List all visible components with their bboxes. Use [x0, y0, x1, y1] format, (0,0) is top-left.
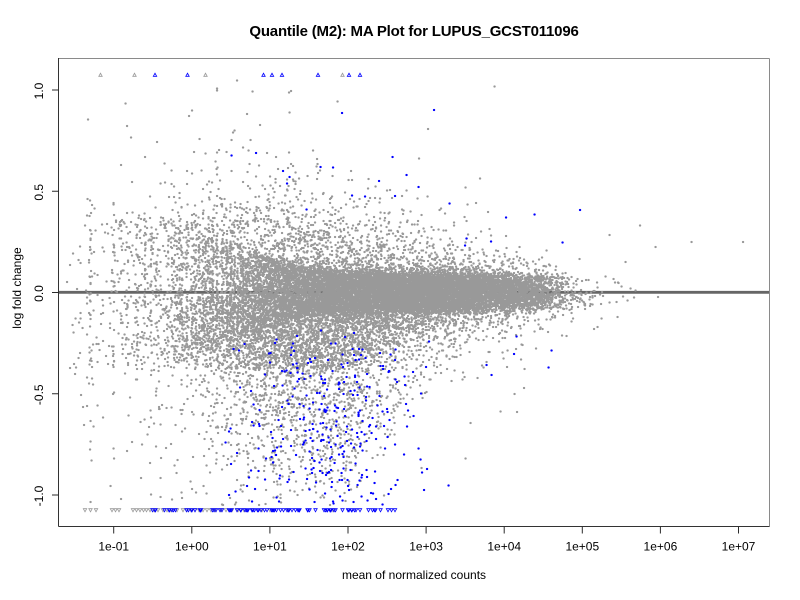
svg-text:1e+05: 1e+05 [565, 540, 599, 554]
svg-text:-0.5: -0.5 [32, 384, 46, 405]
svg-text:mean of normalized counts: mean of normalized counts [342, 568, 486, 582]
svg-text:-1.0: -1.0 [32, 485, 46, 506]
svg-text:1e+06: 1e+06 [644, 540, 678, 554]
svg-text:Quantile (M2): MA Plot for LUP: Quantile (M2): MA Plot for LUPUS_GCST011… [249, 23, 578, 40]
svg-text:1.0: 1.0 [32, 82, 46, 99]
svg-text:0.0: 0.0 [32, 285, 46, 302]
svg-text:log fold change: log fold change [10, 247, 24, 329]
svg-text:1e-01: 1e-01 [98, 540, 129, 554]
svg-text:1e+04: 1e+04 [487, 540, 521, 554]
svg-text:1e+00: 1e+00 [175, 540, 209, 554]
svg-text:1e+01: 1e+01 [253, 540, 287, 554]
svg-text:1e+02: 1e+02 [331, 540, 365, 554]
svg-text:0.5: 0.5 [32, 184, 46, 201]
svg-text:1e+03: 1e+03 [409, 540, 443, 554]
svg-text:1e+07: 1e+07 [722, 540, 756, 554]
